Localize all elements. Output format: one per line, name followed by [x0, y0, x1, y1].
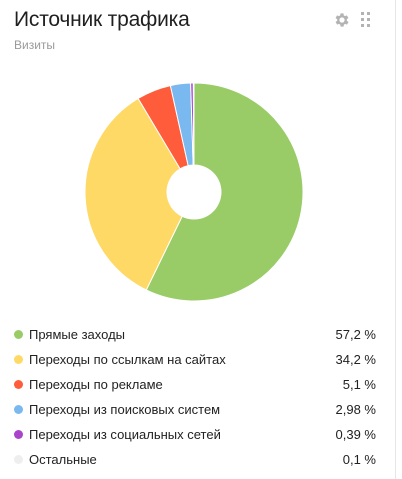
legend-label: Переходы по рекламе	[29, 377, 163, 392]
widget-subtitle: Визиты	[14, 38, 56, 52]
legend-label: Переходы по ссылкам на сайтах	[29, 352, 226, 367]
chart-legend: Прямые заходы 57,2 % Переходы по ссылкам н…	[14, 322, 376, 472]
legend-item[interactable]: Переходы из социальных сетей 0,39 %	[14, 422, 376, 447]
legend-label: Переходы из поисковых систем	[29, 402, 221, 417]
legend-value: 5,1 %	[342, 377, 376, 392]
legend-item[interactable]: Переходы по рекламе 5,1 %	[14, 372, 376, 397]
legend-color-dot	[14, 380, 23, 389]
legend-item[interactable]: Прямые заходы 57,2 %	[14, 322, 376, 347]
legend-value: 2,98 %	[335, 402, 376, 417]
legend-label: Прямые заходы	[29, 327, 126, 342]
widget-title: Источник трафика	[14, 8, 190, 31]
gear-icon[interactable]	[333, 11, 351, 29]
donut-chart	[84, 82, 304, 302]
legend-label: Остальные	[29, 452, 97, 467]
legend-color-dot	[14, 430, 23, 439]
legend-value: 0,39 %	[335, 427, 376, 442]
legend-value: 0,1 %	[342, 452, 376, 467]
drag-handle-icon[interactable]	[361, 12, 371, 28]
pie-slice[interactable]	[84, 97, 183, 291]
legend-color-dot	[14, 355, 23, 364]
legend-label: Переходы из социальных сетей	[29, 427, 221, 442]
legend-item[interactable]: Переходы по ссылкам на сайтах 34,2 %	[14, 347, 376, 372]
pie-slice[interactable]	[145, 82, 304, 302]
legend-value: 34,2 %	[335, 352, 376, 367]
legend-color-dot	[14, 330, 23, 339]
legend-color-dot	[14, 405, 23, 414]
legend-item[interactable]: Переходы из поисковых систем 2,98 %	[14, 397, 376, 422]
legend-value: 57,2 %	[335, 327, 376, 342]
legend-item[interactable]: Остальные 0,1 %	[14, 447, 376, 472]
pie-slice[interactable]	[192, 82, 195, 166]
legend-color-dot	[14, 455, 23, 464]
